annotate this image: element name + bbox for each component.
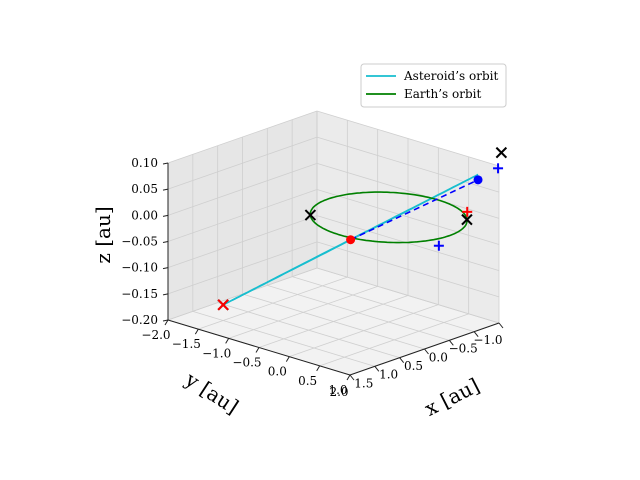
y-tick-mark: [473, 331, 479, 337]
grid-line-z-right: [316, 189, 500, 245]
marker-cross: [495, 146, 508, 159]
marker-cross: [217, 299, 229, 311]
z-tick-mark: [162, 267, 169, 270]
x-axis-label: x [au]: [421, 373, 484, 421]
dashed-connector-line: [350, 179, 479, 241]
x-tick-label: −2.0: [141, 328, 170, 342]
z-tick-mark: [162, 162, 169, 165]
y-axis-label: y [au]: [180, 367, 243, 419]
z-tick-label: −0.20: [121, 313, 158, 327]
y-tick-label: −1.0: [473, 333, 502, 347]
marker-plus: [462, 206, 473, 217]
grid-line-z-left: [167, 241, 318, 295]
z-tick-label: −0.15: [121, 287, 158, 301]
x-tick-label: −0.5: [232, 356, 261, 370]
marker-plus: [433, 240, 444, 251]
grid-line-y-floor: [267, 284, 450, 341]
marker-cross-stroke: [304, 209, 317, 221]
marker-point: [473, 175, 483, 185]
x-tick-mark: [194, 328, 199, 335]
y-tick-mark: [448, 340, 454, 346]
data-markers: [217, 146, 508, 311]
x-tick-mark: [255, 347, 260, 353]
marker-cross: [304, 209, 317, 221]
grid-line-y-floor: [192, 310, 375, 367]
grid-line-y-floor: [217, 302, 400, 359]
grid-line-z-left: [167, 110, 318, 164]
dashed-connector-line: [222, 238, 351, 306]
x-tick-mark: [346, 374, 351, 381]
x-tick-label: 1.0: [328, 383, 347, 397]
y-tick-label: 1.5: [354, 376, 373, 390]
y-tick-label: 0.5: [404, 359, 423, 373]
z-tick-mark: [162, 214, 169, 217]
marker-cross-stroke: [217, 299, 229, 311]
y-tick-mark: [498, 322, 504, 329]
x-tick-mark: [316, 365, 321, 372]
y-tick-mark: [424, 348, 429, 355]
grid-line-z-right: [316, 162, 500, 219]
legend-label-asteroid: Asteroid’s orbit: [403, 69, 498, 83]
grid-line-z-left: [167, 136, 318, 190]
grid-line-y-floor: [242, 293, 425, 350]
z-tick-mark: [162, 319, 169, 322]
grid-line-z-right: [316, 267, 500, 324]
legend: Asteroid’s orbit Earth’s orbit: [360, 63, 507, 108]
grid-line-z-right: [316, 110, 500, 167]
z-tick-label: −0.05: [121, 235, 158, 249]
grid-lines: [167, 110, 500, 376]
grid-line-z-left: [167, 215, 318, 269]
x-tick-label: −1.0: [202, 346, 231, 360]
marker-cross: [461, 213, 473, 226]
y-tick-mark: [399, 357, 405, 363]
legend-box: [360, 63, 507, 108]
x-tick-label: 0.5: [298, 374, 317, 388]
z-tick-label: −0.10: [121, 261, 158, 275]
x-tick-mark: [225, 338, 230, 344]
z-tick-mark: [162, 293, 169, 296]
marker-cross-stroke: [495, 146, 508, 159]
marker-point: [346, 235, 356, 245]
z-tick-label: 0.10: [131, 156, 158, 170]
grid-line-z-right: [316, 241, 500, 298]
tick-labels: −2.0−1.5−1.0−0.50.00.51.0−1.0−0.50.00.51…: [121, 156, 504, 399]
x-tick-label: 0.0: [268, 365, 287, 379]
marker-cross-stroke: [461, 213, 473, 226]
grid-line-z-left: [167, 162, 318, 216]
series-line-earth-s-orbit: [309, 191, 468, 244]
z-tick-mark: [162, 188, 169, 191]
marker-plus: [493, 163, 504, 174]
x-tick-mark: [164, 319, 169, 326]
grid-line-z-right: [316, 136, 500, 193]
y-tick-mark: [349, 374, 355, 381]
grid-line-y-floor: [292, 276, 475, 333]
z-tick-label: 0.05: [131, 182, 158, 196]
z-tick-label: 0.00: [131, 208, 158, 222]
y-tick-mark: [374, 366, 380, 372]
x-tick-label: −1.5: [172, 337, 201, 351]
x-tick-mark: [285, 356, 290, 362]
z-tick-mark: [162, 241, 169, 243]
y-tick-label: 0.0: [429, 350, 448, 364]
legend-label-earth: Earth’s orbit: [404, 87, 481, 101]
z-axis-label: z [au]: [91, 206, 115, 263]
y-tick-label: −0.5: [449, 342, 478, 356]
y-tick-label: 1.0: [379, 368, 398, 382]
y-tick-label: 2.0: [329, 385, 348, 399]
grid-line-z-left: [167, 189, 318, 242]
